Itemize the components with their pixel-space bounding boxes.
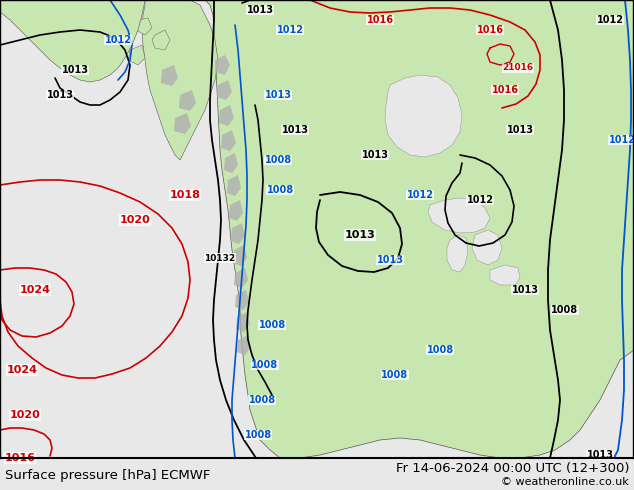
Polygon shape — [231, 223, 245, 244]
Polygon shape — [428, 198, 490, 233]
Text: 1012: 1012 — [276, 25, 304, 35]
Text: 1018: 1018 — [169, 190, 200, 200]
Text: 1013: 1013 — [264, 90, 292, 100]
Polygon shape — [142, 0, 218, 160]
Text: 1020: 1020 — [120, 215, 150, 225]
Polygon shape — [174, 113, 191, 134]
Text: Surface pressure [hPa] ECMWF: Surface pressure [hPa] ECMWF — [5, 468, 210, 482]
Polygon shape — [128, 45, 145, 65]
Polygon shape — [235, 290, 249, 310]
Text: 1008: 1008 — [245, 430, 271, 440]
Polygon shape — [236, 312, 250, 332]
Text: 1008: 1008 — [266, 185, 294, 195]
Text: 1013: 1013 — [61, 65, 89, 75]
Polygon shape — [195, 0, 634, 458]
Text: 21016: 21016 — [502, 64, 534, 73]
Polygon shape — [227, 175, 241, 196]
Text: 1008: 1008 — [427, 345, 453, 355]
Polygon shape — [472, 230, 502, 265]
Text: 1013: 1013 — [377, 255, 403, 265]
Text: 1012: 1012 — [609, 135, 634, 145]
Text: Fr 14-06-2024 00:00 UTC (12+300): Fr 14-06-2024 00:00 UTC (12+300) — [396, 462, 629, 474]
Polygon shape — [385, 75, 462, 157]
Polygon shape — [490, 265, 520, 285]
Text: 1008: 1008 — [264, 155, 292, 165]
Text: 1012: 1012 — [597, 15, 623, 25]
Polygon shape — [179, 90, 196, 111]
Text: 1024: 1024 — [6, 365, 37, 375]
Polygon shape — [234, 268, 248, 288]
Polygon shape — [224, 153, 238, 173]
Text: 1008: 1008 — [249, 395, 276, 405]
Text: 1012: 1012 — [406, 190, 434, 200]
Text: 1012: 1012 — [467, 195, 493, 205]
Polygon shape — [215, 55, 230, 75]
Polygon shape — [161, 65, 178, 86]
Text: 1013: 1013 — [281, 125, 309, 135]
Polygon shape — [152, 30, 170, 50]
Polygon shape — [0, 0, 145, 82]
Text: 1012: 1012 — [105, 35, 131, 45]
Text: © weatheronline.co.uk: © weatheronline.co.uk — [501, 477, 629, 487]
Polygon shape — [229, 200, 243, 221]
Polygon shape — [221, 130, 236, 151]
Text: 1013: 1013 — [361, 150, 389, 160]
Text: 1008: 1008 — [382, 370, 408, 380]
Text: 1016: 1016 — [491, 85, 519, 95]
Polygon shape — [136, 18, 152, 35]
Text: 1013: 1013 — [345, 230, 375, 240]
Text: 1020: 1020 — [10, 410, 41, 420]
Text: 10132: 10132 — [204, 253, 236, 263]
Text: 1008: 1008 — [552, 305, 579, 315]
Text: 1013: 1013 — [46, 90, 74, 100]
Text: 1013: 1013 — [512, 285, 538, 295]
Text: 1016: 1016 — [477, 25, 503, 35]
Text: 1013: 1013 — [247, 5, 273, 15]
Polygon shape — [233, 245, 247, 266]
Text: 1008: 1008 — [252, 360, 278, 370]
Text: 1016: 1016 — [366, 15, 394, 25]
Polygon shape — [219, 105, 234, 126]
Polygon shape — [237, 335, 251, 355]
Polygon shape — [217, 80, 232, 100]
Text: 1016: 1016 — [4, 453, 36, 463]
Text: 1013: 1013 — [586, 450, 614, 460]
Text: 1008: 1008 — [259, 320, 285, 330]
Text: 1024: 1024 — [20, 285, 51, 295]
Text: 1013: 1013 — [507, 125, 533, 135]
Polygon shape — [447, 235, 468, 272]
